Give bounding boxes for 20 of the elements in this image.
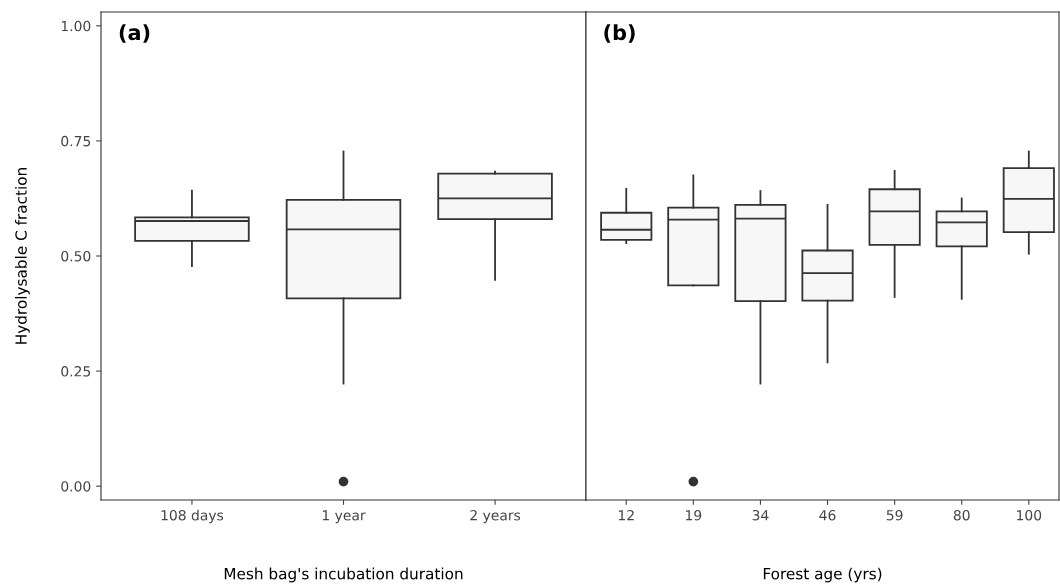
- x-axis-title: Forest age (yrs): [763, 567, 882, 583]
- x-tick-label: 34: [752, 509, 769, 521]
- y-tick-label: 0.25: [61, 366, 91, 377]
- x-tick-label: 108 days: [161, 509, 224, 524]
- x-tick-label: 80: [953, 509, 970, 521]
- x-tick-label: 1 year: [322, 510, 366, 524]
- y-tick-label: 0.50: [61, 250, 91, 262]
- y-tick-label: 0.75: [61, 135, 91, 147]
- x-tick-label: 46: [819, 509, 836, 521]
- text: (b): [604, 24, 635, 43]
- y-tick-label: 1.00: [61, 20, 91, 32]
- x-tick-label: 12: [618, 509, 634, 521]
- y-axis-title: Hydrolysable C fraction: [15, 168, 30, 344]
- text: (a): [119, 24, 150, 43]
- x-tick-label: 59: [886, 509, 903, 521]
- x-axis-title: Mesh bag's incubation duration: [224, 567, 463, 583]
- x-tick-label: 100: [1017, 509, 1042, 521]
- x-tick-label: 19: [686, 509, 702, 521]
- x-tick-label: 2 years: [470, 509, 521, 524]
- y-tick-label: 0.00: [61, 481, 91, 492]
